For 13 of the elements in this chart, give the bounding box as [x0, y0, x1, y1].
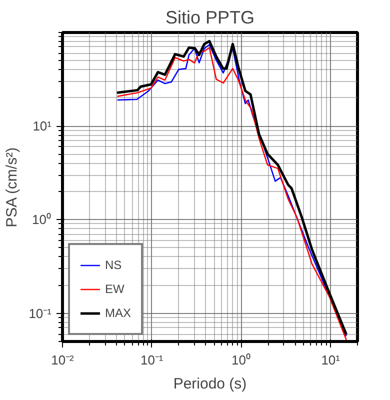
x-tick-label: 10⁰	[232, 352, 251, 368]
legend-label: EW	[105, 282, 125, 296]
y-tick-label: 10¹	[32, 118, 52, 134]
x-tick-label: 10⁻¹	[140, 352, 164, 368]
y-tick-label: 10⁰	[32, 212, 52, 228]
x-tick-label: 10⁻²	[51, 352, 75, 368]
y-tick-label: 10⁻¹	[28, 306, 52, 321]
chart-title: Sitio PPTG	[165, 8, 255, 28]
legend-label: NS	[105, 258, 123, 272]
x-tick-label: 10¹	[321, 352, 341, 368]
x-axis-title: Periodo (s)	[173, 376, 247, 392]
legend-label: MAX	[105, 306, 132, 320]
y-axis-title: PSA (cm/s²)	[4, 147, 21, 228]
